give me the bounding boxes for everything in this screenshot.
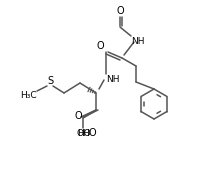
Text: S: S (47, 76, 53, 86)
Text: NH: NH (106, 75, 119, 84)
Text: NH: NH (131, 38, 144, 47)
Text: O: O (88, 128, 95, 138)
Text: H₃C: H₃C (20, 91, 36, 100)
Text: OH: OH (76, 128, 89, 137)
Text: O: O (116, 6, 123, 16)
Text: O: O (96, 41, 103, 51)
Text: HO: HO (77, 128, 90, 137)
Text: O: O (74, 111, 81, 121)
